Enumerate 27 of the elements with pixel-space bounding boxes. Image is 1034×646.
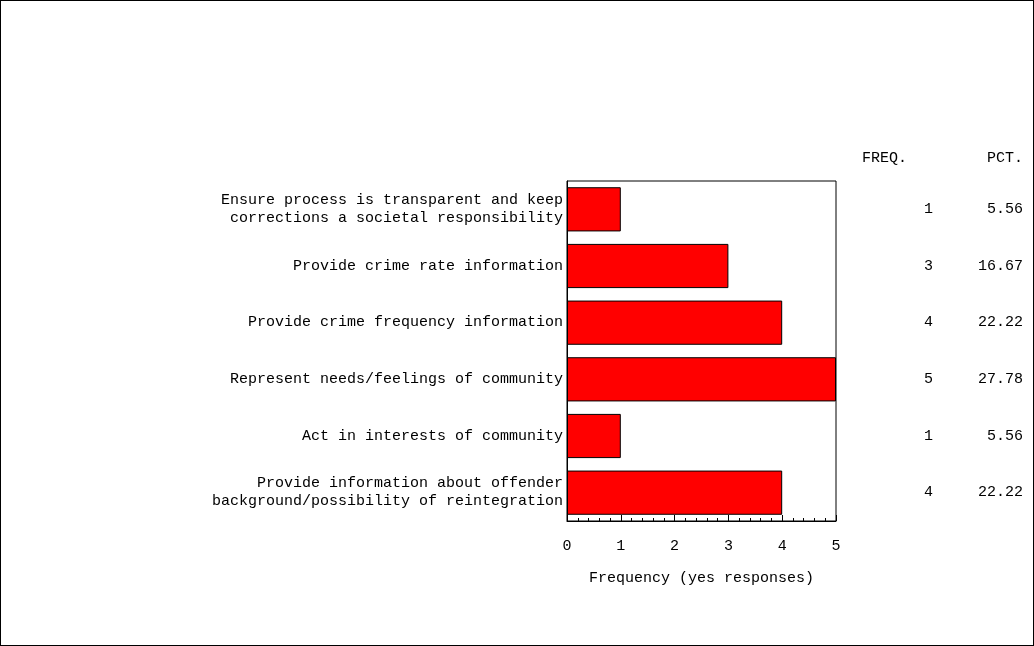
- y-tick-label: Ensure process is transparent and keep corrections a societal responsibility: [220, 191, 563, 227]
- text: 5.56: [986, 200, 1023, 218]
- text: 22.22: [977, 314, 1023, 332]
- data-label: 1: [923, 200, 933, 218]
- x-axis-title: Frequency (yes responses): [588, 570, 815, 587]
- text: 5.56: [986, 427, 1023, 445]
- y-tick-label: Provide information about offender background/possibility of reintegration: [211, 475, 563, 511]
- data-label: 3: [923, 257, 933, 275]
- text: 22.22: [977, 484, 1023, 502]
- x-tick-label: 5: [831, 538, 841, 555]
- data-label: 4: [923, 314, 933, 332]
- text: 27.78: [977, 370, 1023, 388]
- data-label: 5: [923, 370, 933, 388]
- y-tick-label: Provide crime frequency information: [247, 314, 563, 332]
- x-tick-label: 4: [777, 538, 787, 555]
- data-label: 1: [923, 427, 933, 445]
- data-label: 4: [923, 484, 933, 502]
- text: PCT.: [986, 149, 1023, 167]
- x-tick-label: 3: [723, 538, 733, 555]
- x-tick-label: 1: [616, 538, 626, 555]
- x-tick-label: 2: [670, 538, 680, 555]
- y-tick-label: Represent needs/feelings of community: [229, 370, 563, 388]
- y-tick-label: Act in interests of community: [301, 427, 563, 445]
- text: FREQ.: [861, 149, 907, 167]
- x-tick-label: 0: [562, 538, 572, 555]
- y-tick-label: Provide crime rate information: [292, 257, 563, 275]
- text: 16.67: [977, 257, 1023, 275]
